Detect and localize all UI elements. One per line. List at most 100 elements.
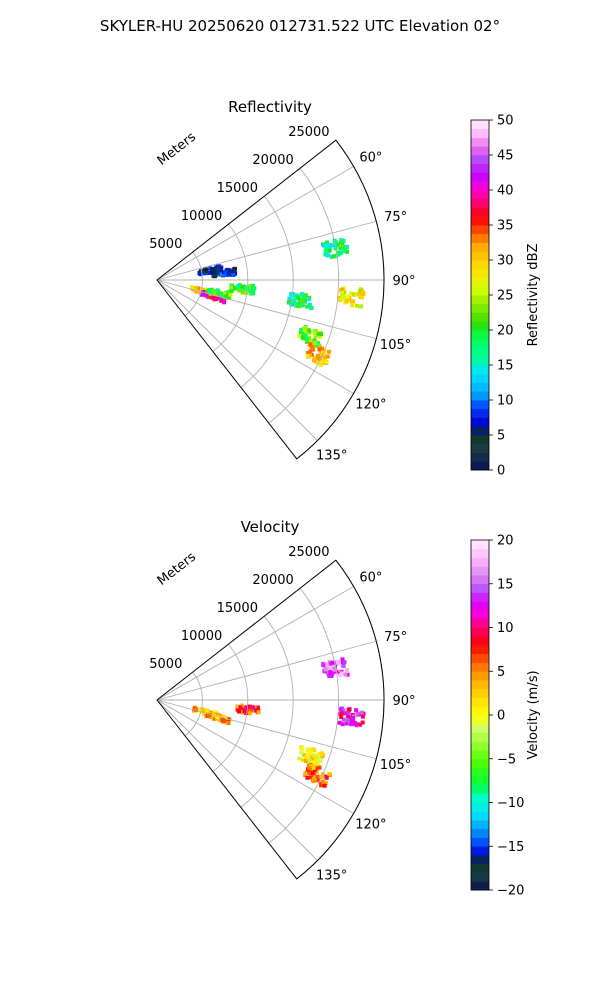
colorbar-band <box>471 837 489 847</box>
radar-cell <box>358 722 363 727</box>
radar-cell <box>348 717 352 722</box>
colorbar-band <box>471 268 489 278</box>
colorbar-tick-label: 15 <box>497 359 514 374</box>
radar-cell <box>307 758 312 763</box>
panel-1: Velocity 60° 75° 90° 105° 120° 135° 5000 10000 15… <box>149 518 541 899</box>
colorbar-tick-label: 50 <box>497 114 514 129</box>
radar-cell <box>321 359 326 364</box>
azimuth-tick-label: 120° <box>355 818 386 833</box>
radar-cell <box>321 663 326 668</box>
colorbar-band <box>471 181 489 191</box>
radar-cell <box>308 763 313 768</box>
radar-cell <box>323 252 328 257</box>
radar-cell <box>208 288 212 292</box>
radar-cell <box>204 293 209 298</box>
radar-cell <box>311 358 316 363</box>
radar-cell <box>212 716 217 721</box>
radar-cell <box>233 266 237 271</box>
radar-cell <box>316 332 321 337</box>
radar-cell <box>301 752 306 757</box>
radar-cell <box>309 306 314 310</box>
radar-cell <box>335 243 340 248</box>
azimuth-tick-label: 90° <box>392 274 415 289</box>
radar-cell <box>336 660 341 665</box>
radar-cell <box>350 716 355 720</box>
azimuth-line <box>156 699 377 760</box>
azimuth-line <box>156 279 377 340</box>
radar-cell <box>226 272 231 277</box>
radar-cell <box>237 288 242 293</box>
radar-cell <box>304 336 309 341</box>
radar-cell <box>324 774 329 779</box>
colorbar-tick-label: −20 <box>497 884 524 899</box>
radar-cell <box>359 710 364 715</box>
colorbar-tick-label: 10 <box>497 621 514 636</box>
radar-cell <box>324 662 328 667</box>
radar-cell <box>238 285 243 290</box>
colorbar-label: Velocity (m/s) <box>526 670 541 759</box>
colorbar-band <box>471 303 489 313</box>
radar-cell <box>360 714 365 719</box>
radar-cell <box>300 292 304 297</box>
colorbar-band <box>471 426 489 436</box>
colorbar-band <box>471 767 489 777</box>
radar-cell <box>338 246 343 251</box>
colorbar-tick-label: −15 <box>497 840 524 855</box>
radar-cell <box>338 707 343 712</box>
colorbar-band <box>471 706 489 716</box>
radar-cell <box>332 667 337 672</box>
radar-cell <box>220 717 225 722</box>
range-axis-label: Meters <box>155 130 199 169</box>
range-tick-label: 20000 <box>252 153 293 168</box>
radar-cell <box>300 335 305 340</box>
radar-cell <box>357 304 362 309</box>
radar-cell <box>287 299 292 304</box>
range-tick-label: 5000 <box>149 237 182 252</box>
radar-cell <box>215 292 220 297</box>
colorbar-tick-label: 0 <box>497 464 505 479</box>
radar-cell <box>323 667 328 672</box>
radar-cell <box>293 302 298 306</box>
radar-cell <box>311 347 316 352</box>
colorbar-band <box>471 566 489 576</box>
radar-cell <box>330 671 335 676</box>
radar-cell <box>345 718 350 723</box>
radar-cell <box>316 341 321 346</box>
colorbar-band <box>471 233 489 243</box>
colorbar-band <box>471 688 489 698</box>
radar-cell <box>315 774 320 779</box>
radar-cell <box>217 264 222 269</box>
radar-cell <box>325 253 330 258</box>
radar-cell <box>200 292 204 297</box>
colorbar: 0 5 10 15 20 25 30 35 40 45 50 Reflectivity dBZ <box>470 114 541 479</box>
radar-cell <box>208 266 213 271</box>
colorbar-tick-label: 20 <box>497 324 514 339</box>
radar-cell <box>207 713 212 718</box>
radar-cell <box>360 720 365 725</box>
radar-cell <box>214 271 219 276</box>
colorbar-band <box>471 330 489 340</box>
colorbar-band <box>471 356 489 366</box>
radar-cell <box>229 285 234 290</box>
colorbar-band <box>471 251 489 261</box>
radar-cell <box>312 757 317 761</box>
radar-cell <box>312 748 317 753</box>
radar-cell <box>317 356 322 361</box>
radar-cell <box>242 709 247 714</box>
radar-cell <box>190 285 194 290</box>
radar-cell <box>216 713 221 717</box>
radar-cell <box>341 249 346 254</box>
colorbar-band <box>471 741 489 751</box>
radar-cell <box>339 711 344 716</box>
colorbar-band <box>471 190 489 200</box>
radar-cell <box>326 349 331 354</box>
radar-cell <box>236 709 241 714</box>
radar-cell <box>304 758 308 763</box>
radar-cell <box>324 359 329 364</box>
radar-cell <box>323 248 328 253</box>
radar-cell <box>331 254 336 259</box>
radar-cell <box>316 778 321 783</box>
colorbar-band <box>471 321 489 331</box>
colorbar-tick-label: 25 <box>497 289 514 304</box>
radar-cell <box>324 240 329 245</box>
